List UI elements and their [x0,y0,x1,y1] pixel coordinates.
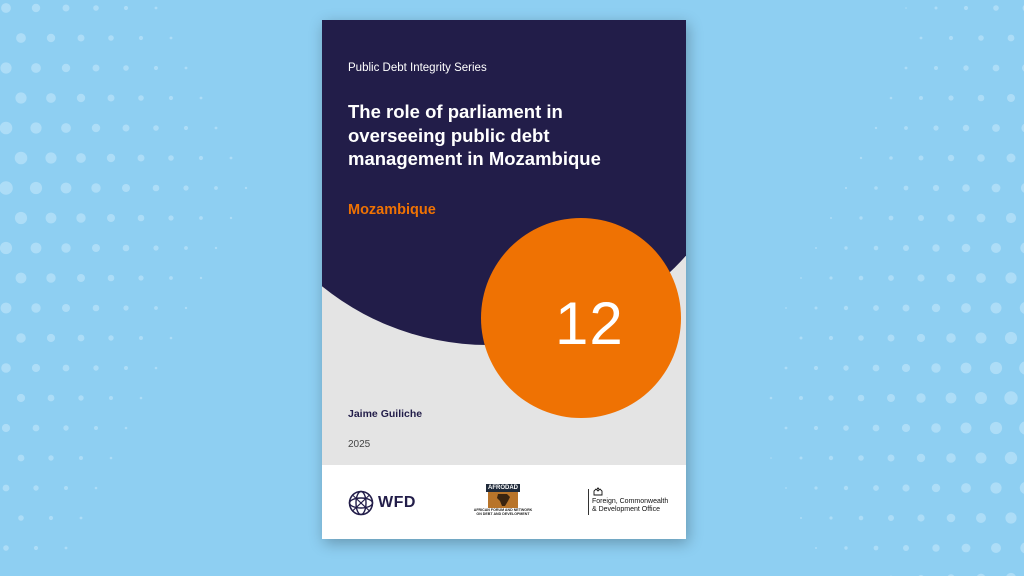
fcdo-logo: Foreign, Commonwealth & Development Offi… [588,487,668,515]
author-name: Jaime Guiliche [348,408,423,420]
afrodad-tagline-2: ON DEBT AND DEVELOPMENT [476,512,530,517]
report-title: The role of parliament in overseeing pub… [348,101,601,169]
africa-map-icon [488,492,518,508]
issue-number: 12 [555,290,624,357]
wfd-wordmark: WFD [378,494,416,511]
afrodad-logo: AFRODAD AFRICAN FORUM AND NETWORK ON DEB… [472,484,534,516]
afrodad-wordmark: AFRODAD [486,484,520,492]
logo-footer: WFD AFRODAD AFRICAN FORUM AND NETWORK ON… [322,465,686,539]
series-name: Public Debt Integrity Series [348,62,487,74]
report-cover: Public Debt Integrity Series The role of… [322,20,686,539]
fcdo-divider [588,489,589,515]
royal-crest-icon [593,487,603,496]
fcdo-name: Foreign, Commonwealth & Development Offi… [592,498,668,515]
wfd-logo: WFD [348,490,416,516]
wfd-globe-icon [348,490,374,516]
afrodad-tagline-1: AFRICAN FORUM AND NETWORK [473,508,533,512]
fcdo-name-line-1: Foreign, Commonwealth [592,498,669,505]
publication-year: 2025 [348,439,371,450]
fcdo-name-line-2: & Development Office [592,506,660,513]
orange-circle-shape [481,218,681,418]
country-label: Mozambique [348,202,436,218]
